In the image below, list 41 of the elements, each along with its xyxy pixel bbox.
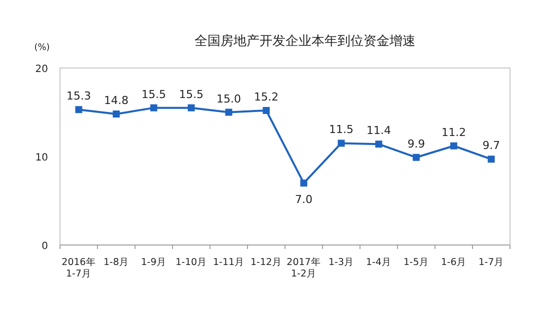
point — [188, 104, 195, 112]
data-label: 15.2 — [254, 90, 278, 104]
xtick: 1-3月 — [328, 257, 354, 268]
data-label: 7.0 — [295, 193, 312, 206]
point — [150, 104, 158, 112]
data-label: 9.9 — [408, 137, 425, 150]
data-label: 11.4 — [366, 124, 391, 138]
data-label: 15.3 — [66, 90, 91, 103]
xtick: 1-9月 — [140, 257, 167, 268]
data-label: 15.5 — [179, 88, 204, 101]
xtick: 1-4月 — [366, 257, 392, 268]
point — [338, 140, 345, 147]
data-label: 14.8 — [104, 94, 128, 108]
ytick: 0 — [42, 241, 48, 252]
ytick: 20 — [35, 64, 48, 75]
xtick: 1-5月 — [403, 257, 430, 268]
data-label: 15.0 — [216, 92, 241, 106]
point — [375, 140, 382, 148]
xtick: 2016年 1-7月 — [62, 257, 96, 280]
data-label: 11.5 — [329, 123, 354, 136]
xtick: 1-7月 — [478, 257, 504, 268]
ytick: 10 — [35, 152, 48, 164]
title: 全国房地产开发企业本年到位资金增速 — [194, 34, 416, 49]
ylabel: (%) — [34, 43, 50, 53]
xtick: 2017年 1-2月 — [286, 257, 321, 280]
xtick: 1-6月 — [440, 257, 467, 268]
xtick: 1-8月 — [103, 257, 130, 268]
data-label: 15.5 — [142, 88, 166, 101]
data-label: 11.2 — [442, 126, 466, 139]
point — [450, 142, 458, 150]
xtick: 1-11月 — [212, 257, 245, 268]
point — [300, 180, 308, 187]
point — [412, 154, 420, 161]
xtick: 1-10月 — [175, 257, 208, 268]
point — [225, 108, 232, 116]
point — [75, 106, 82, 114]
point — [488, 156, 495, 163]
data-label: 9.7 — [482, 139, 500, 152]
point — [112, 110, 120, 118]
xtick: 1-12月 — [250, 257, 282, 268]
point — [262, 106, 270, 114]
